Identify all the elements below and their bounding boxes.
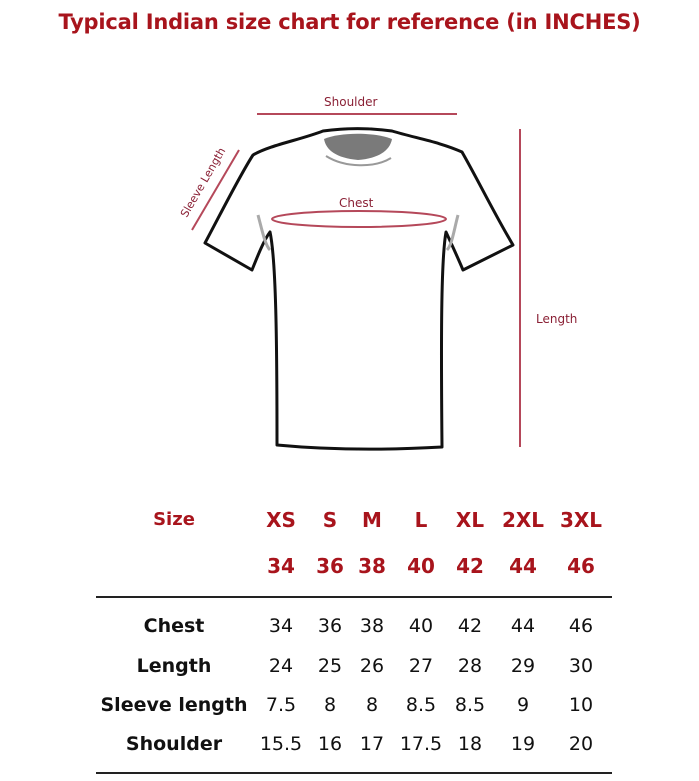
table-cell: 38	[359, 615, 385, 637]
table-cell: 42	[457, 615, 483, 637]
table-cell: 18	[457, 733, 483, 755]
table-cell: 26	[359, 655, 385, 677]
table-cell: 8.5	[454, 694, 486, 716]
table-cell: 16	[317, 733, 343, 755]
size-number: 42	[456, 554, 484, 578]
size-label: 3XL	[559, 508, 603, 532]
table-divider-top	[96, 596, 612, 598]
table-cell: 44	[510, 615, 536, 637]
table-cell: 25	[317, 655, 343, 677]
table-cell: 17	[359, 733, 385, 755]
page-title: Typical Indian size chart for reference …	[58, 10, 641, 34]
size-number: 36	[316, 554, 344, 578]
table-divider-bottom	[96, 772, 612, 774]
chest-label: Chest	[339, 196, 374, 210]
length-label: Length	[536, 312, 578, 326]
table-cell: 28	[457, 655, 483, 677]
row-label: Chest	[143, 615, 205, 637]
size-header: Size	[153, 509, 195, 530]
size-number: 46	[567, 554, 595, 578]
row-label: Sleeve length	[100, 694, 248, 716]
sleeve-measure-line	[191, 149, 240, 231]
table-cell: 34	[268, 615, 294, 637]
table-cell: 36	[317, 615, 343, 637]
table-cell: 29	[510, 655, 536, 677]
size-label: L	[414, 508, 428, 532]
table-cell: 46	[568, 615, 594, 637]
table-cell: 27	[408, 655, 434, 677]
table-cell: 15.5	[259, 733, 303, 755]
size-label: XS	[266, 508, 296, 532]
size-number: 40	[407, 554, 435, 578]
table-cell: 8	[323, 694, 337, 716]
chest-measure-ellipse	[271, 210, 447, 228]
shoulder-label: Shoulder	[324, 95, 378, 109]
tshirt-outline	[203, 127, 515, 451]
table-cell: 30	[568, 655, 594, 677]
table-cell: 19	[510, 733, 536, 755]
size-number: 34	[267, 554, 295, 578]
row-label: Length	[136, 655, 212, 677]
row-label: Shoulder	[125, 733, 223, 755]
size-label: M	[362, 508, 382, 532]
size-number: 38	[358, 554, 386, 578]
size-label: S	[322, 508, 338, 532]
table-cell: 10	[568, 694, 594, 716]
table-cell: 8.5	[405, 694, 437, 716]
table-cell: 20	[568, 733, 594, 755]
table-cell: 40	[408, 615, 434, 637]
table-cell: 24	[268, 655, 294, 677]
table-cell: 17.5	[399, 733, 443, 755]
size-number: 44	[509, 554, 537, 578]
size-label: 2XL	[501, 508, 545, 532]
table-cell: 8	[365, 694, 379, 716]
table-cell: 7.5	[265, 694, 297, 716]
neck-inner	[324, 133, 392, 160]
table-cell: 9	[516, 694, 530, 716]
size-label: XL	[455, 508, 485, 532]
